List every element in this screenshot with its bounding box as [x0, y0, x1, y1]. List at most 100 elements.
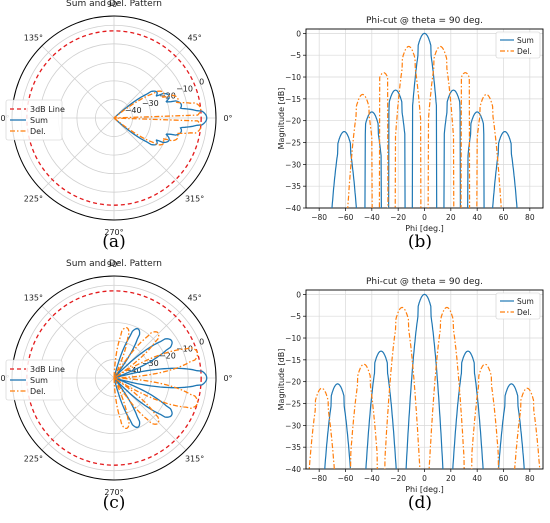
y-tick-label: −20	[285, 378, 301, 387]
angle-tick-label: 270°	[104, 488, 123, 497]
angle-tick-label: 180°	[0, 114, 10, 123]
legend: Sum Del.	[495, 31, 541, 59]
angle-tick-label: 225°	[24, 455, 43, 464]
chart-title: Sum and Del. Pattern	[66, 0, 162, 9]
y-tick-label: −15	[285, 356, 301, 365]
radial-tick-label: −40	[125, 106, 142, 115]
legend-box	[5, 359, 63, 401]
grid-spoke	[41, 377, 115, 451]
y-tick-label: −35	[285, 443, 301, 452]
angle-tick-label: 270°	[104, 228, 123, 237]
y-tick-label: −40	[285, 465, 301, 474]
radial-tick-label: −30	[142, 359, 159, 368]
x-tick-label: −40	[364, 213, 380, 222]
y-tick-label: −20	[285, 117, 301, 126]
x-tick-label: −40	[364, 474, 380, 483]
x-tick-label: −60	[338, 474, 354, 483]
panel-b: (b) Phi-cut @ theta = 90 deg. −80 −60 −40 −20…	[277, 16, 544, 252]
legend-label: Sum	[517, 297, 534, 306]
y-tick-label: −10	[285, 334, 301, 343]
legend-label: Sum	[517, 36, 534, 45]
x-tick-label: −20	[390, 474, 406, 483]
radial-tick-label: −30	[142, 99, 159, 108]
chart-title: Phi-cut @ theta = 90 deg.	[366, 16, 483, 26]
x-axis-label: Phi [deg.]	[405, 224, 444, 233]
angle-tick-label: 135°	[24, 293, 43, 302]
legend-label: 3dB Line	[30, 105, 65, 114]
angle-tick-label: 315°	[185, 455, 204, 464]
chart-title: Phi-cut @ theta = 90 deg.	[366, 277, 483, 287]
plot-frame	[305, 289, 544, 470]
grid-spoke	[41, 117, 115, 191]
y-tick-label: 0	[296, 29, 301, 38]
series-sum	[113, 327, 208, 429]
legend-label: Del.	[517, 47, 532, 56]
angle-tick-label: 90°	[107, 0, 121, 9]
x-tick-label: 40	[472, 213, 482, 222]
chart-title: Sum and Del. Pattern	[66, 259, 162, 269]
legend-box	[5, 99, 63, 141]
y-axis-label: Magnitude [dB]	[277, 88, 286, 150]
x-tick-label: 60	[499, 213, 509, 222]
radial-tick-label: −10	[176, 85, 193, 94]
x-tick-label: −80	[311, 474, 327, 483]
y-tick-label: −35	[285, 182, 301, 191]
angle-tick-label: 0°	[223, 114, 232, 123]
y-tick-label: −5	[290, 312, 301, 321]
series-line-sum	[324, 293, 525, 469]
angle-tick-label: 135°	[24, 33, 43, 42]
y-axis-label: Magnitude [dB]	[277, 349, 286, 411]
panel-a: (a) Sum and Del. Pattern 0° 45° 90° 135° 180° 2…	[0, 0, 233, 252]
legend-label: Sum	[30, 116, 48, 125]
panel-caption: (d)	[408, 493, 432, 513]
panel-c: (c) Sum and Del. Pattern 0° 45° 90° 135° 180° 2…	[0, 259, 233, 513]
y-tick-label: −10	[285, 73, 301, 82]
y-tick-label: −15	[285, 95, 301, 104]
angle-tick-label: 315°	[185, 195, 204, 204]
legend-label: 3dB Line	[30, 365, 65, 374]
series-del	[113, 90, 202, 146]
angle-tick-label: 225°	[24, 195, 43, 204]
y-tick-label: −25	[285, 400, 301, 409]
angle-tick-label: 45°	[188, 33, 202, 42]
panel-caption: (c)	[103, 493, 126, 513]
x-tick-label: −80	[311, 213, 327, 222]
grid-spoke	[113, 45, 187, 119]
legend-label: Del.	[517, 308, 532, 317]
y-tick-label: −40	[285, 204, 301, 213]
series-del	[113, 326, 199, 430]
radial-tick-label: −20	[159, 92, 176, 101]
panel-caption: (a)	[102, 232, 125, 252]
series-sum	[113, 90, 208, 146]
x-tick-label: −20	[390, 213, 406, 222]
angle-tick-label: 0°	[223, 374, 232, 383]
y-tick-label: −30	[285, 160, 301, 169]
x-tick-label: 20	[446, 474, 456, 483]
panel-caption: (b)	[408, 232, 432, 252]
legend: Sum Del.	[495, 292, 541, 320]
radial-tick-label: −20	[159, 352, 176, 361]
y-tick-label: −30	[285, 421, 301, 430]
x-tick-label: 80	[525, 213, 535, 222]
x-tick-label: −60	[338, 213, 354, 222]
legend: 3dB Line Sum Del.	[5, 359, 65, 401]
legend-label: Del.	[30, 387, 46, 396]
series-line-sum	[331, 32, 518, 208]
angle-tick-label: 90°	[107, 260, 121, 269]
x-tick-label: 20	[446, 213, 456, 222]
x-tick-label: 40	[472, 474, 482, 483]
y-tick-label: −5	[290, 51, 301, 60]
grid-spoke	[41, 305, 115, 379]
legend-label: Del.	[30, 127, 46, 136]
radial-tick-label: 0	[199, 338, 204, 347]
x-axis-label: Phi [deg.]	[405, 485, 444, 494]
x-tick-label: 60	[499, 474, 509, 483]
x-tick-label: 0	[422, 474, 427, 483]
panel-d: (d) Phi-cut @ theta = 90 deg. −80 −60 −40 −20…	[277, 277, 544, 513]
y-tick-label: 0	[296, 290, 301, 299]
plot-frame	[305, 28, 544, 209]
x-tick-label: 80	[525, 474, 535, 483]
radial-tick-label: 0	[199, 78, 204, 87]
legend-label: Sum	[30, 376, 48, 385]
